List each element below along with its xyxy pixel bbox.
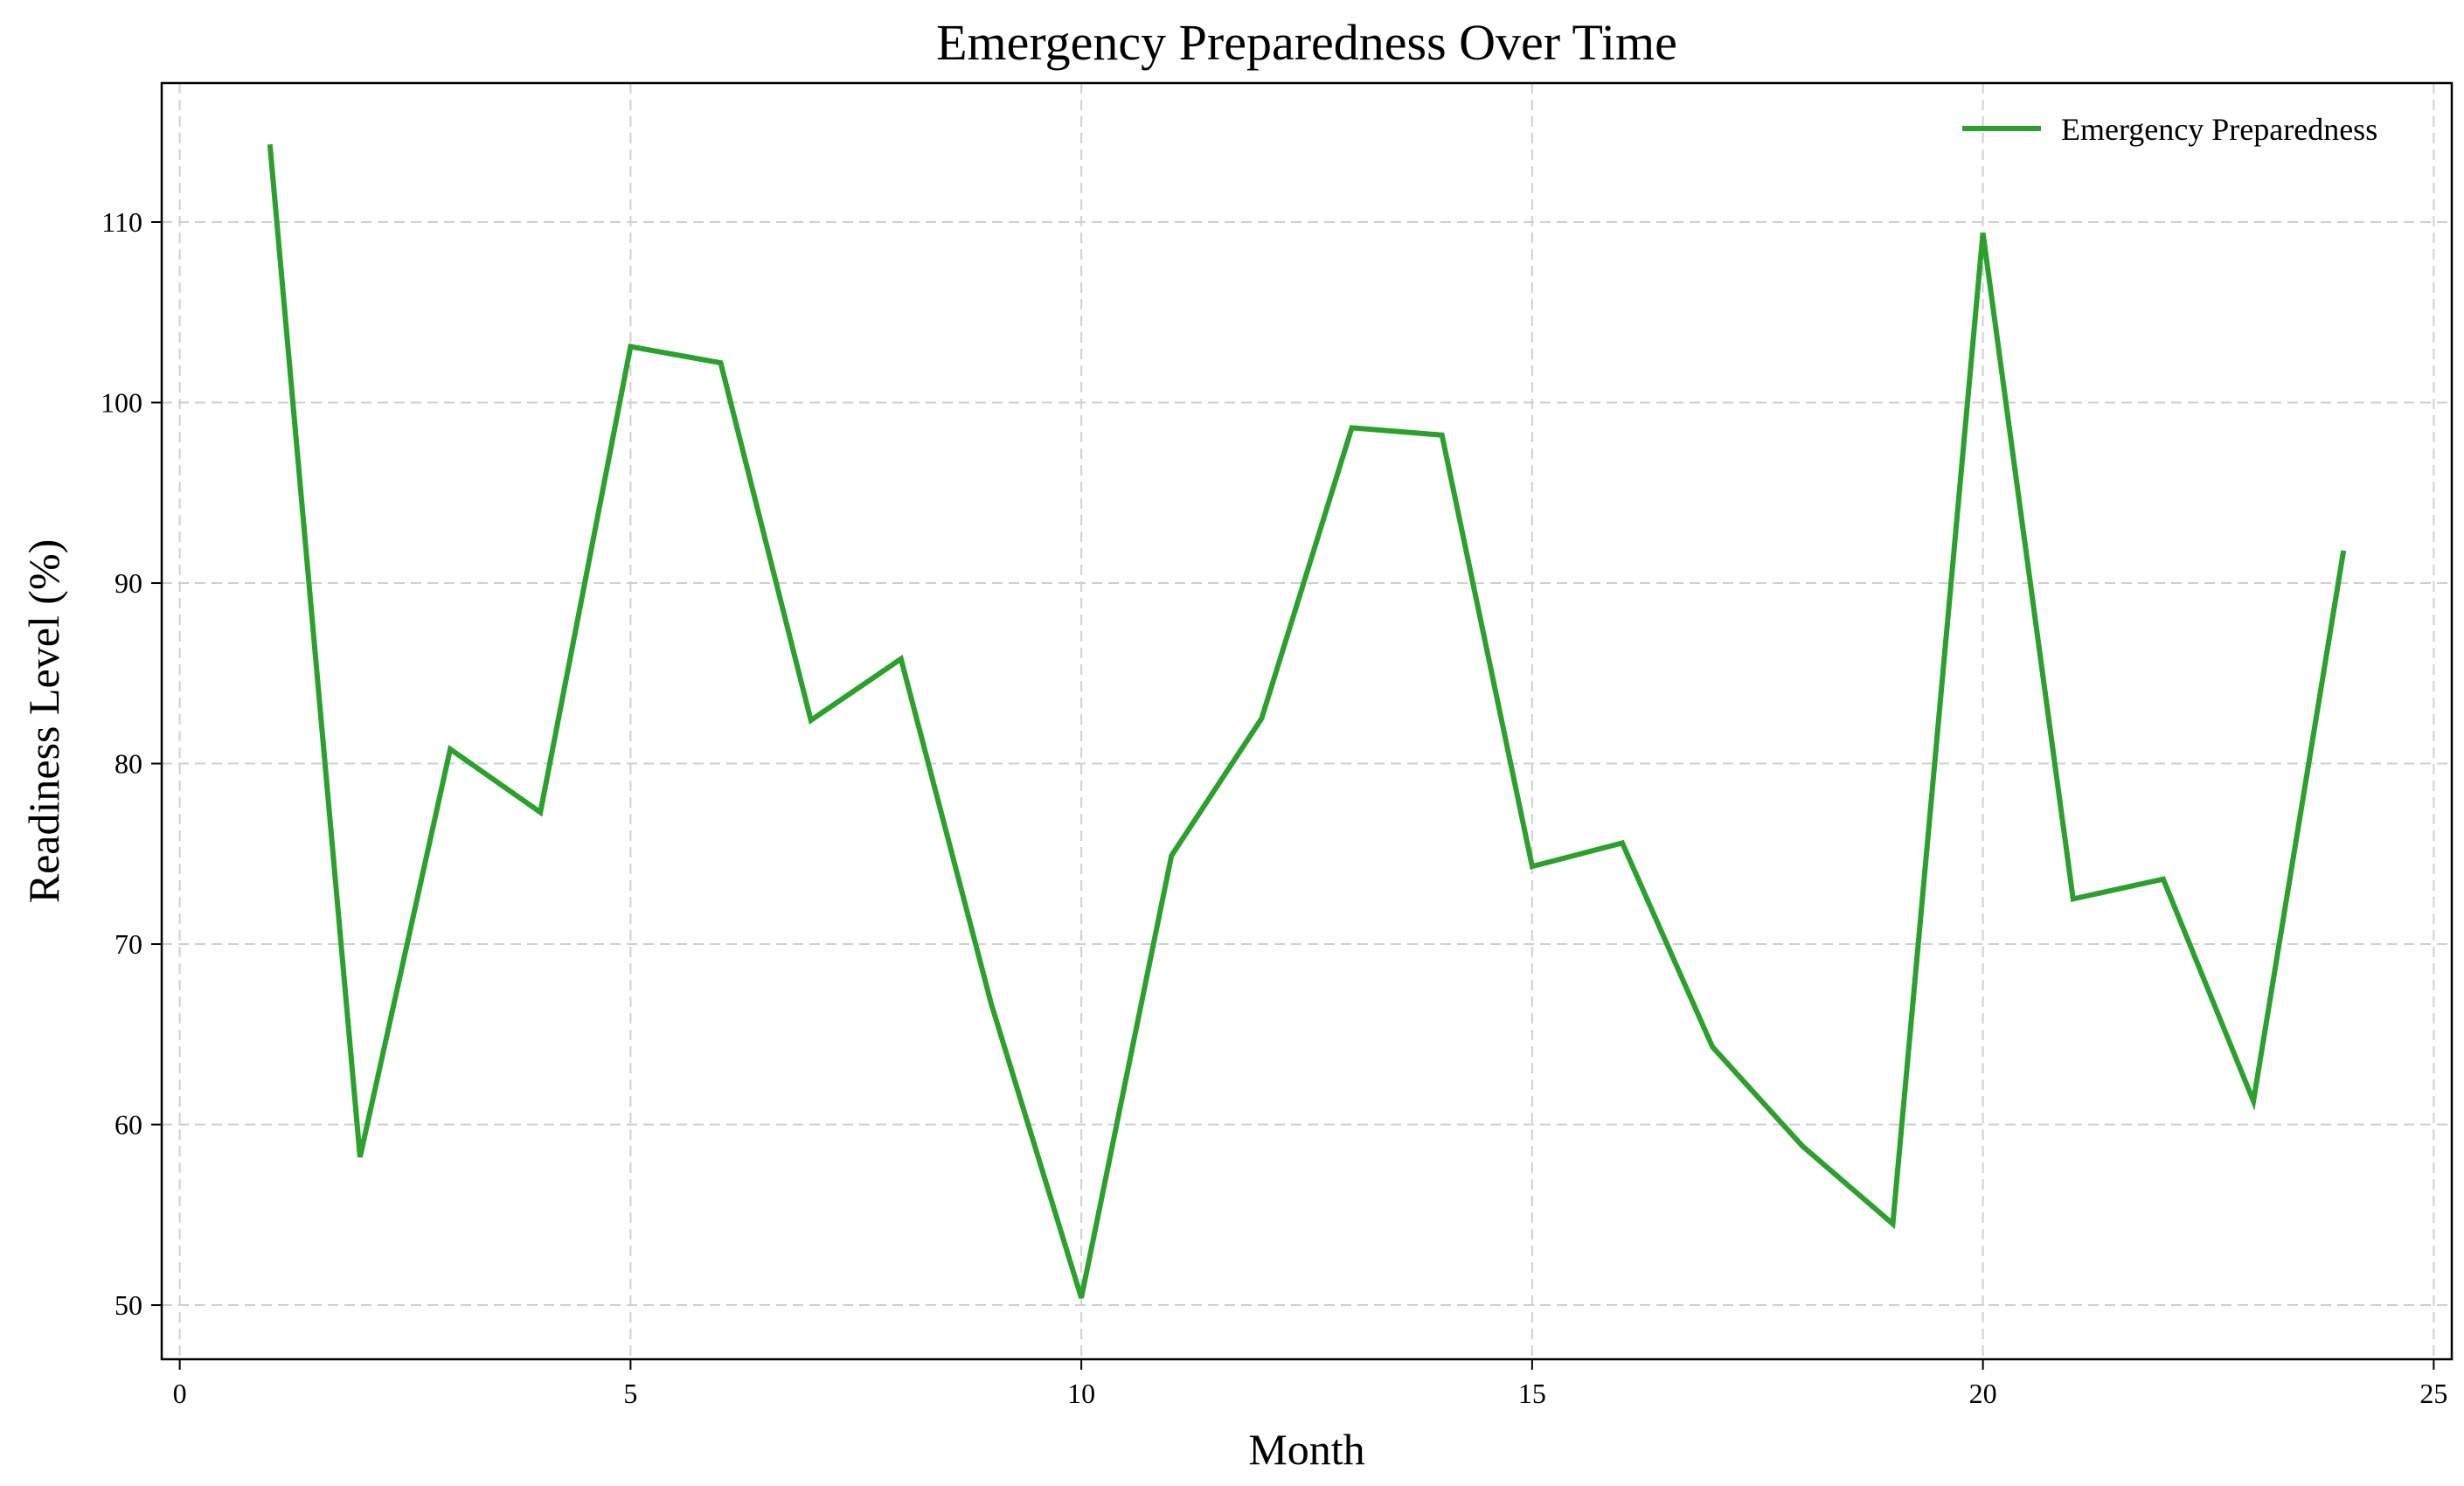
series-line [267,143,2347,1299]
y-tick-label: 80 [115,748,142,780]
plot-frame [160,81,2454,1361]
x-tick-label: 25 [2419,1378,2447,1409]
chart-title: Emergency Preparedness Over Time [936,14,1677,71]
x-tick-label: 5 [623,1378,637,1409]
y-tick-label: 70 [115,928,142,960]
y-tick-label: 50 [115,1289,142,1321]
y-tick-label: 90 [115,567,142,599]
y-tick-label: 110 [101,206,142,238]
y-tick-label: 100 [101,387,142,419]
legend-label: Emergency Preparedness [2061,112,2377,147]
x-tick-label: 10 [1067,1378,1095,1409]
axis-ticks: 0 5 10 15 20 25 50 60 70 80 90 100 110 [101,206,2447,1409]
x-tick-label: 0 [173,1378,187,1409]
y-axis-label: Readiness Level (%) [19,539,68,904]
x-tick-label: 20 [1969,1378,1997,1409]
x-axis-label: Month [1248,1425,1364,1474]
x-tick-label: 15 [1518,1378,1546,1409]
grid [162,83,2452,1359]
y-tick-label: 60 [115,1109,142,1141]
series-layer [267,143,2347,1299]
legend: Emergency Preparedness [1962,112,2377,147]
